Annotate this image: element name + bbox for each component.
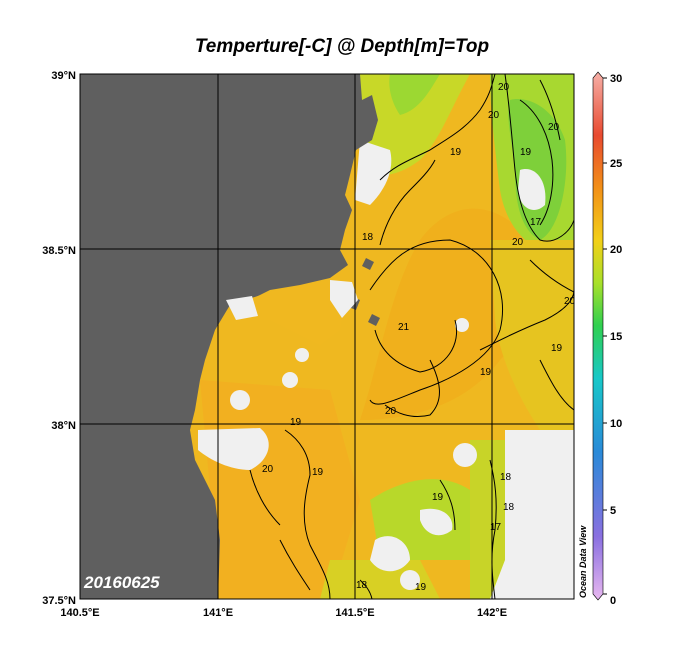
colorbar-tick: 15 bbox=[610, 331, 622, 343]
contour-label: 21 bbox=[398, 322, 410, 333]
colorbar-tick: 10 bbox=[610, 418, 622, 430]
contour-label: 18 bbox=[500, 472, 512, 483]
lat-label: 38.5°N bbox=[42, 245, 76, 257]
island-3 bbox=[368, 314, 380, 326]
contour-label: 19 bbox=[415, 582, 427, 593]
contour-label: 19 bbox=[480, 367, 492, 378]
contour-label: 19 bbox=[450, 147, 462, 158]
nodata-coast-1 bbox=[226, 296, 258, 320]
map-area: 20 19 20 19 18 20 21 19 20 20 19 20 19 1… bbox=[80, 74, 576, 599]
contour-label: 18 bbox=[362, 232, 374, 243]
warm-core bbox=[360, 208, 531, 420]
lon-label: 141.5°E bbox=[335, 607, 374, 619]
nodata-spot-7 bbox=[514, 464, 526, 476]
nodata-south-1 bbox=[370, 536, 410, 572]
contour-label: 20 bbox=[512, 237, 524, 248]
nodata-spot-3 bbox=[455, 318, 469, 332]
lon-label: 141°E bbox=[203, 607, 233, 619]
colorbar-tick: 20 bbox=[610, 244, 622, 256]
island-1 bbox=[362, 258, 374, 270]
nodata-spot-2 bbox=[295, 348, 309, 362]
date-label: 20160625 bbox=[83, 573, 160, 592]
lat-axis: 39°N 38.5°N 38°N 37.5°N bbox=[42, 70, 76, 607]
colorbar-tick: 5 bbox=[610, 505, 616, 517]
map-border bbox=[79, 73, 575, 600]
contour-label: 17 bbox=[490, 522, 502, 533]
map-title: Temperture[-C] @ Depth[m]=Top bbox=[194, 36, 490, 57]
lon-label: 142°E bbox=[477, 607, 507, 619]
contour-label: 19 bbox=[520, 147, 532, 158]
contour-label: 20 bbox=[498, 82, 510, 93]
contour-label: 20 bbox=[488, 110, 500, 121]
nodata-spot-5 bbox=[538, 478, 562, 502]
lat-label: 37.5°N bbox=[42, 595, 76, 607]
contour-label: 18 bbox=[356, 580, 368, 591]
contour-label: 19 bbox=[290, 417, 302, 428]
colorbar: 30 25 20 15 10 5 0 bbox=[592, 71, 622, 607]
nodata-west bbox=[198, 428, 269, 470]
grid-lines bbox=[80, 74, 574, 599]
coastal-warm-strip bbox=[230, 280, 345, 345]
nodata-spot-6 bbox=[230, 390, 250, 410]
contour-label: 19 bbox=[551, 343, 563, 354]
lon-label: 140.5°E bbox=[60, 607, 99, 619]
lat-label: 39°N bbox=[51, 70, 76, 82]
cold-pocket bbox=[508, 99, 567, 241]
contour-label: 20 bbox=[262, 464, 274, 475]
nodata-southeast bbox=[490, 430, 574, 599]
mid-east bbox=[490, 240, 574, 430]
lon-axis: 140.5°E 141°E 141.5°E 142°E bbox=[60, 607, 507, 619]
colorbar-tick: 30 bbox=[610, 73, 622, 85]
colorbar-scale bbox=[592, 71, 604, 601]
contour-label: 20 bbox=[385, 406, 397, 417]
contour-lines bbox=[249, 74, 574, 599]
contour-label-group: 20 19 20 19 18 20 21 19 20 20 19 20 19 1… bbox=[262, 82, 576, 593]
colorbar-tick: 25 bbox=[610, 158, 622, 170]
lat-label: 38°N bbox=[51, 420, 76, 432]
nodata-spot-8 bbox=[400, 570, 420, 590]
contour-label: 19 bbox=[312, 467, 324, 478]
contour-label: 19 bbox=[432, 492, 444, 503]
nodata-coast-north bbox=[355, 140, 392, 205]
colorbar-tick: 0 bbox=[610, 595, 616, 607]
cool-north-spot bbox=[389, 74, 440, 115]
nodata-spot-4 bbox=[453, 443, 477, 467]
contour-label: 20 bbox=[564, 296, 576, 307]
nodata-coast-2 bbox=[330, 280, 358, 318]
land-honshu bbox=[80, 74, 378, 599]
contour-label: 18 bbox=[503, 502, 515, 513]
contour-label: 17 bbox=[530, 217, 542, 228]
odv-watermark: Ocean Data View bbox=[578, 525, 588, 598]
contour-label: 20 bbox=[548, 122, 560, 133]
nodata-spot-1 bbox=[282, 372, 298, 388]
nodata-northeast bbox=[518, 169, 546, 210]
nodata-south-2 bbox=[420, 508, 453, 536]
